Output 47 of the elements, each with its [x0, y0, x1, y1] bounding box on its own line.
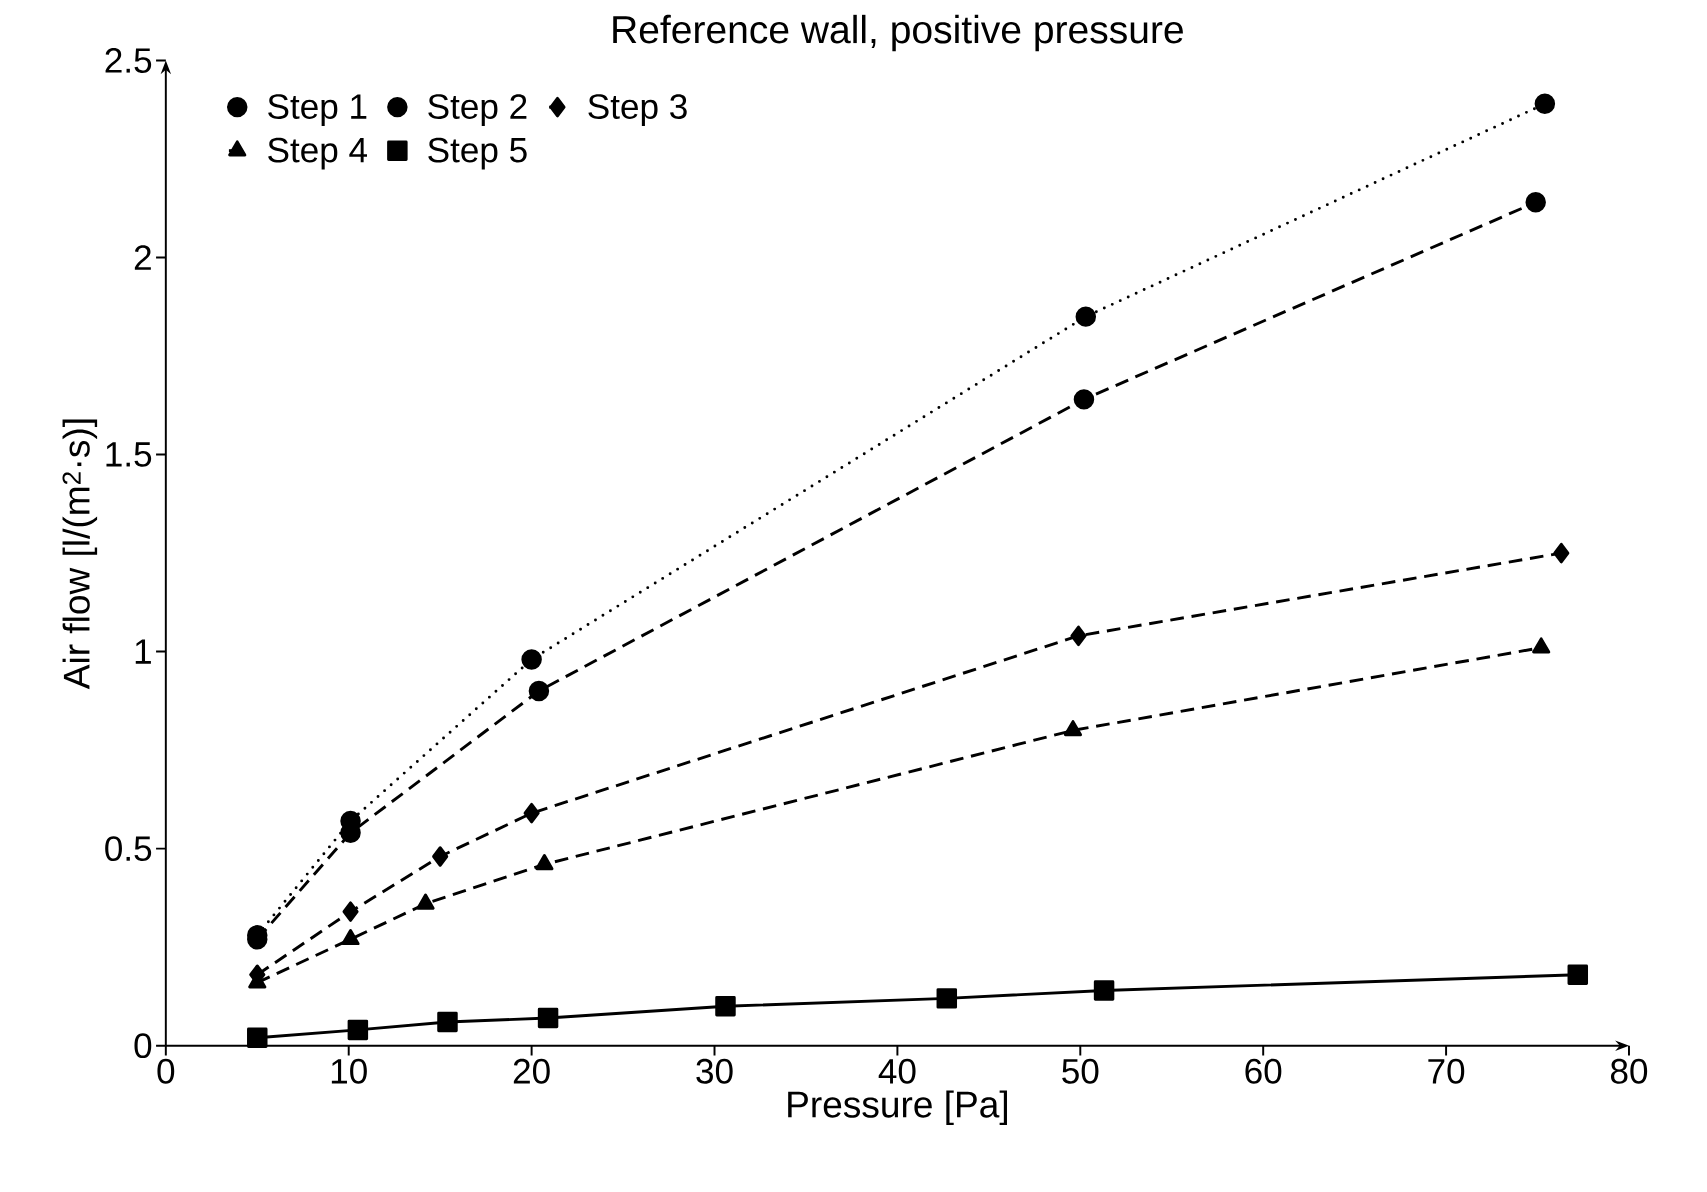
point [416, 893, 435, 910]
x-tick-label: 0 [157, 1058, 175, 1084]
x-tick-label: 30 [696, 1058, 733, 1084]
point [1093, 980, 1115, 1001]
y-tick-label: 2 [134, 245, 151, 270]
x-tick-label: 40 [878, 1058, 916, 1084]
point [342, 901, 359, 922]
legend-label: Step 1 [268, 94, 367, 126]
y-tick-label: 1 [135, 639, 151, 664]
x-tick-label: 20 [513, 1058, 550, 1084]
x-tick-label: 50 [1062, 1058, 1099, 1084]
legend-label: Step 3 [588, 94, 687, 126]
point [535, 854, 554, 871]
point [528, 680, 550, 702]
point [347, 1019, 369, 1041]
point [1075, 306, 1097, 327]
y-tick-label: 2.5 [105, 48, 152, 73]
point [715, 996, 736, 1017]
point [247, 1027, 268, 1049]
y-tick-label: 1.5 [106, 442, 152, 467]
point [1532, 637, 1551, 654]
chart-title: Reference wall, positive pressure [613, 14, 1183, 52]
point [1534, 93, 1556, 115]
point [432, 846, 449, 867]
x-tick-label: 60 [1245, 1058, 1282, 1084]
legend-label: Step 2 [428, 94, 527, 126]
y-tick-label: 0 [134, 1033, 152, 1059]
x-tick-label: 80 [1610, 1058, 1648, 1084]
y-tick-label: 0.5 [105, 836, 152, 862]
point [1567, 964, 1589, 985]
point [1525, 192, 1546, 213]
x-tick-label: 70 [1428, 1058, 1465, 1084]
point [537, 1007, 559, 1029]
legend-label: Step 5 [428, 137, 527, 170]
point [1553, 542, 1570, 564]
x-axis-title: Pressure [Pa] [788, 1090, 1007, 1125]
point [341, 929, 360, 946]
point [1063, 720, 1083, 737]
point [1073, 389, 1095, 410]
point [936, 988, 958, 1009]
point [1070, 625, 1087, 647]
point [523, 802, 540, 824]
y-axis-title: Air flow [l/(m$^{2}$·s)] [62, 419, 98, 690]
x-tick-label: 10 [331, 1058, 367, 1084]
legend-label: Step 4 [268, 137, 367, 170]
point [521, 649, 542, 670]
point [437, 1011, 458, 1033]
